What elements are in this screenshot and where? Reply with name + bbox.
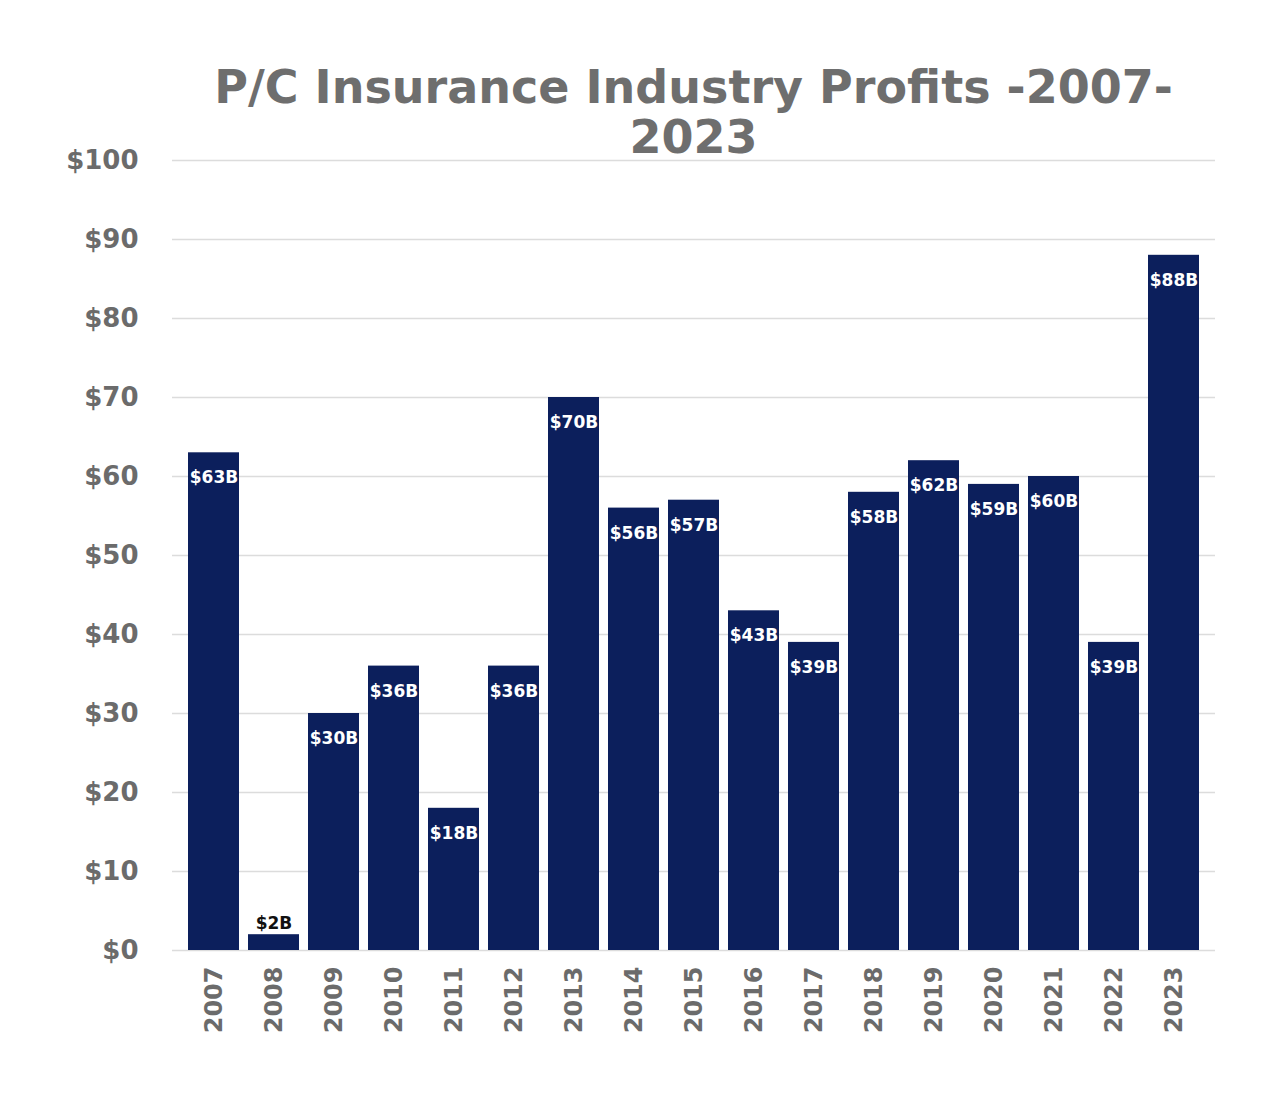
- svg-text:2014: 2014: [620, 967, 648, 1034]
- svg-text:$57B: $57B: [670, 515, 718, 535]
- svg-text:$63B: $63B: [190, 467, 238, 487]
- svg-text:$0: $0: [102, 935, 138, 965]
- svg-text:2022: 2022: [1100, 967, 1128, 1034]
- svg-text:$62B: $62B: [910, 475, 958, 495]
- svg-text:$60B: $60B: [1030, 491, 1078, 511]
- svg-text:$18B: $18B: [430, 823, 478, 843]
- svg-text:$58B: $58B: [850, 507, 898, 527]
- svg-text:$60: $60: [84, 461, 138, 491]
- svg-text:$39B: $39B: [790, 657, 838, 677]
- svg-text:$100: $100: [66, 145, 138, 175]
- svg-text:2023: 2023: [1160, 967, 1188, 1034]
- svg-text:2018: 2018: [860, 967, 888, 1034]
- svg-text:$39B: $39B: [1090, 657, 1138, 677]
- svg-text:2010: 2010: [380, 967, 408, 1034]
- svg-text:2020: 2020: [980, 967, 1008, 1034]
- svg-text:2015: 2015: [680, 967, 708, 1034]
- svg-text:$88B: $88B: [1150, 270, 1198, 290]
- svg-text:2017: 2017: [800, 967, 828, 1034]
- svg-text:$43B: $43B: [730, 625, 778, 645]
- svg-text:$36B: $36B: [370, 681, 418, 701]
- svg-text:2019: 2019: [920, 967, 948, 1034]
- html-text:P/C Insurance Industry Profits: P/C Insurance Industry Profits -2007-202…: [214, 60, 1173, 164]
- svg-text:$40: $40: [84, 619, 138, 649]
- svg-text:$36B: $36B: [490, 681, 538, 701]
- svg-text:2008: 2008: [260, 967, 288, 1034]
- svg-text:$90: $90: [84, 224, 138, 254]
- svg-text:2013: 2013: [560, 967, 588, 1034]
- svg-text:$56B: $56B: [610, 523, 658, 543]
- svg-text:$80: $80: [84, 303, 138, 333]
- svg-text:2007: 2007: [200, 967, 228, 1034]
- svg-text:2009: 2009: [320, 967, 348, 1034]
- svg-text:2011: 2011: [440, 967, 468, 1034]
- svg-text:$2B: $2B: [256, 913, 293, 933]
- svg-text:$30B: $30B: [310, 728, 358, 748]
- svg-text:$59B: $59B: [970, 499, 1018, 519]
- svg-text:$30: $30: [84, 698, 138, 728]
- svg-text:2021: 2021: [1040, 967, 1068, 1034]
- svg-text:$50: $50: [84, 540, 138, 570]
- svg-text:$10: $10: [84, 856, 138, 886]
- svg-text:$20: $20: [84, 777, 138, 807]
- svg-text:$70B: $70B: [550, 412, 598, 432]
- svg-text:2016: 2016: [740, 967, 768, 1034]
- svg-text:$70: $70: [84, 382, 138, 412]
- svg-text:2012: 2012: [500, 967, 528, 1034]
